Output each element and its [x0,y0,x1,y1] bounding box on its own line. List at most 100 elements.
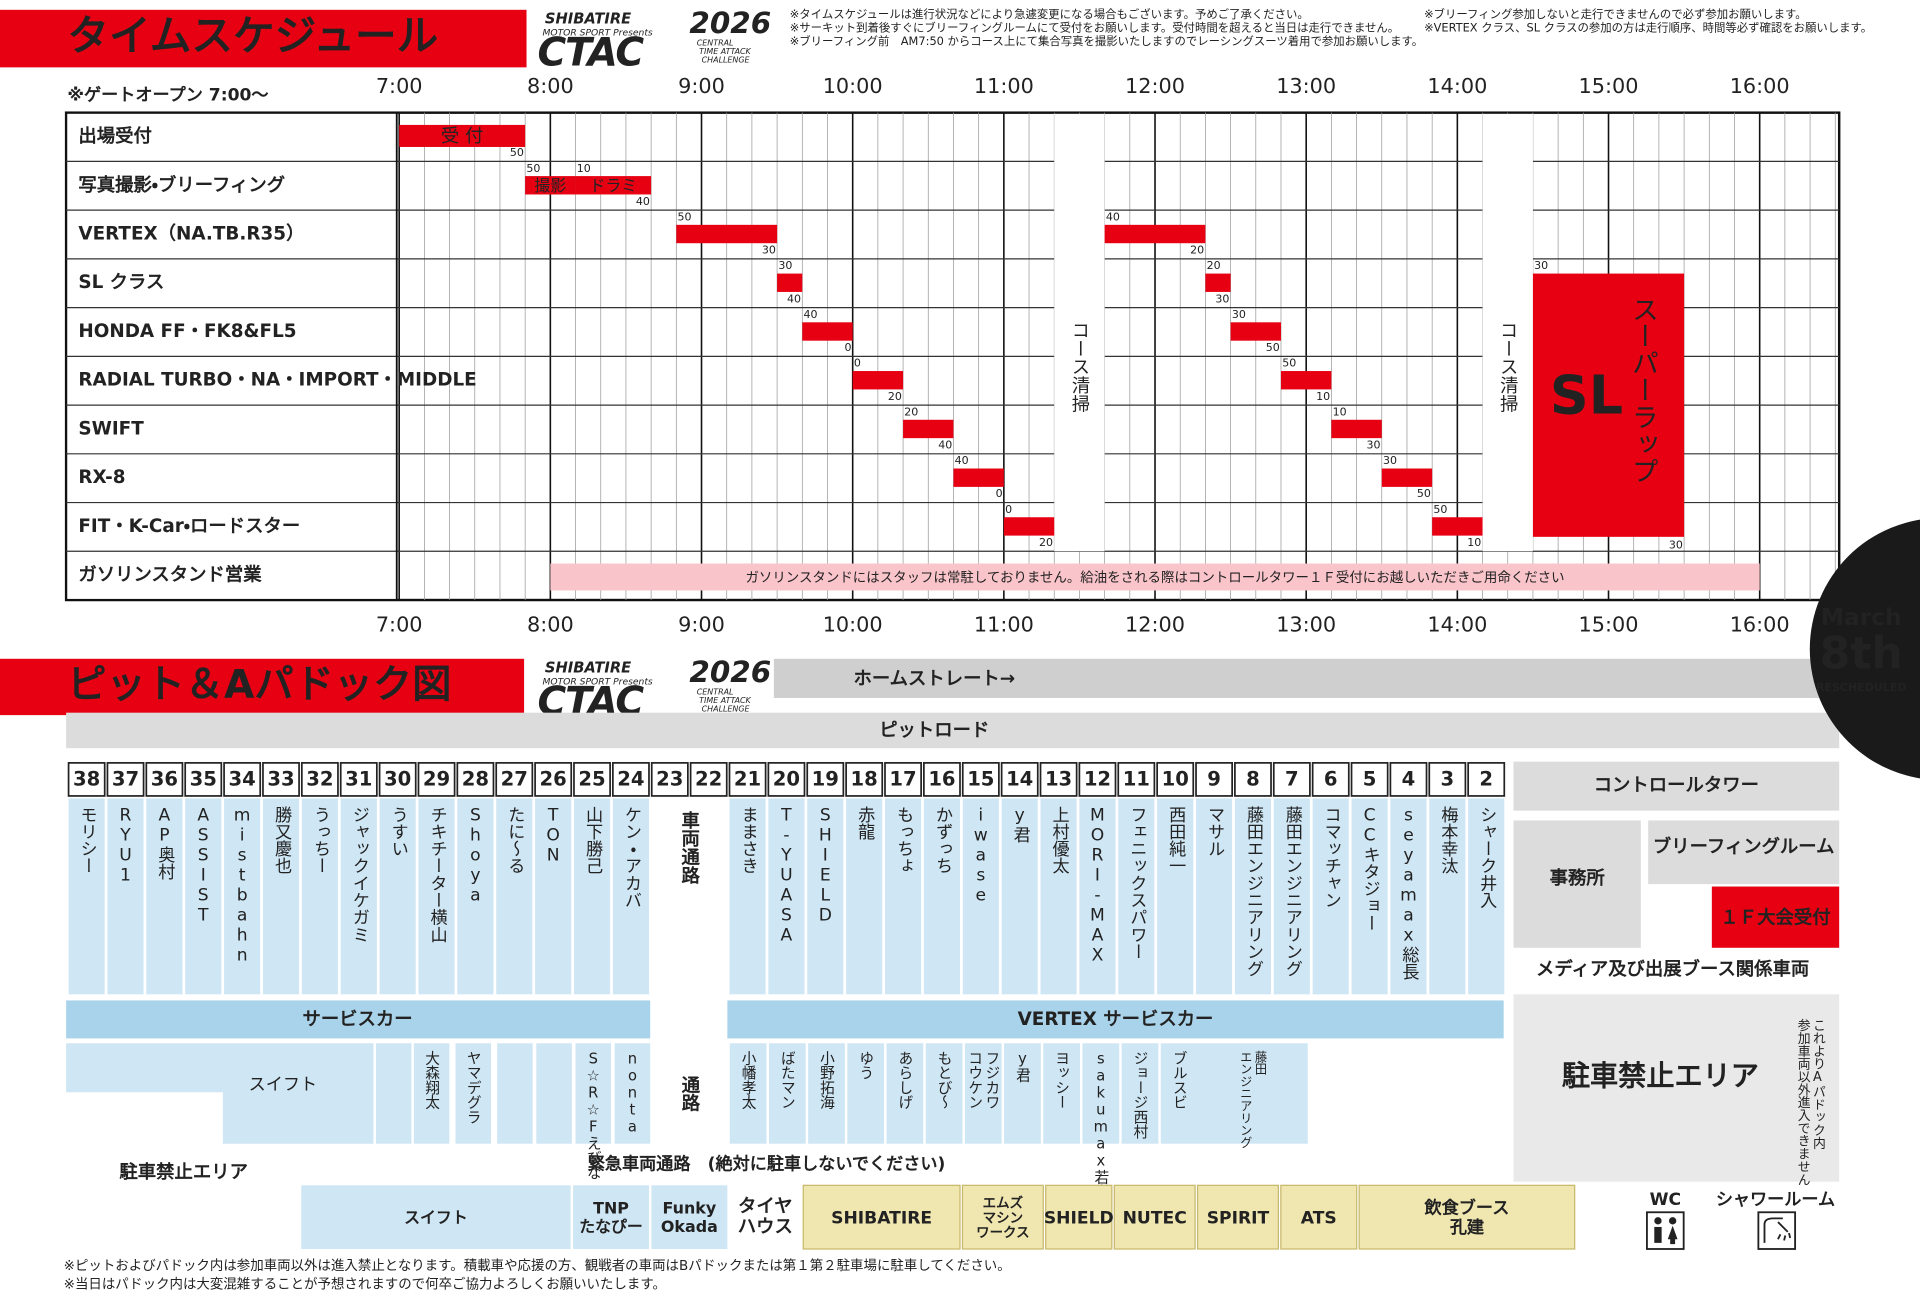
note: ※ブリーフィング前 AM7:50 からコース上にて集合写真を撮影いたしますのでレ… [790,34,1423,48]
shower-icon-figure [1763,1217,1792,1243]
minute-label: 0 [996,487,1003,500]
service-car: ヤマデグラ [465,1051,482,1125]
pit-number-box [1311,762,1350,797]
pit-number-box [1195,762,1233,797]
service-cell [964,1043,1002,1144]
minute-label: 30 [1669,538,1683,551]
row-label: ガソリンスタンド営業 [78,564,262,586]
logo-year: 2026 [689,6,771,40]
bar-text: ガソリンスタンドにはスタッフは常駐しておりません。給油をされる際はコントロールタ… [745,570,1564,586]
title-bar [0,9,527,68]
pit-cell [846,798,883,995]
footnote: ※当日はパドック内は大変混雑することが予想されますので何卒ご協力よろしくお願いい… [64,1277,666,1293]
pit-road-bar [66,712,1840,749]
vendor-label: 孔建 [1450,1218,1485,1238]
pit-number: 38 [73,768,100,791]
vendor-label: マシン [983,1211,1023,1226]
no-parking-right [1513,994,1840,1182]
logo-tagline: CENTRAL [697,38,734,47]
service-car: ヨッシー [1053,1051,1070,1110]
time-tick-label: 13:00 [1276,613,1336,637]
pit-name: SHIELD [815,806,835,926]
pit-name: MORI-MAX [1087,806,1107,966]
schedule-bar [1432,517,1483,536]
pit-name: 勝又慶也 [271,806,292,875]
pit-cell [457,798,494,995]
booth-label: TNP [593,1199,629,1218]
office [1513,820,1641,948]
service-cell [375,1043,412,1144]
logo-brand: SHIBATIRE [545,660,631,677]
logo-presents: MOTOR SPORT Presents [542,28,652,39]
time-tick-label: 12:00 [1125,74,1185,98]
logo-tagline: CHALLENGE [702,56,750,65]
pit-number: 20 [773,768,800,791]
schedule-bar [399,124,526,147]
vendor-booth [1280,1184,1358,1250]
pit-number: 12 [1084,768,1111,791]
pit-number: 25 [578,768,605,791]
time-tick-label: 13:00 [1276,74,1336,98]
vendor-label: SHIBATIRE [831,1208,932,1228]
pit-cell [1157,798,1194,995]
booth [651,1185,728,1249]
vendor-label: SPIRIT [1207,1208,1270,1228]
pit-number-box [612,762,650,797]
pit-number-box [1467,762,1506,797]
vendor-label: NUTEC [1123,1208,1187,1228]
minute-label: 10 [1316,390,1330,403]
pit-name: うすい [388,806,408,857]
entry-note: 参加車両以外進入できません [1795,1019,1810,1187]
pit-name: ままさき [738,806,758,875]
service-cell [536,1043,572,1144]
pit-cell [340,798,377,995]
pit-road: ピットロード [879,720,989,741]
time-tick-label: 15:00 [1579,74,1639,98]
service-cell [1004,1043,1041,1144]
service-car: あらしげ [896,1051,913,1110]
control-tower [1513,761,1840,811]
pit-cell [185,798,222,995]
minute-label: 40 [636,195,650,208]
pit-number: 4 [1402,768,1416,791]
time-tick-label: 11:00 [974,74,1034,98]
pit-name: iwase [971,806,991,906]
pit-cell [379,798,416,995]
service-car: S☆R☆Fえびな [585,1051,602,1180]
service-cell [847,1043,885,1144]
minute-label: 10 [1333,405,1347,418]
service-car: 藤田 [1253,1050,1267,1075]
row-label: SWIFT [78,418,144,439]
booth-label: Funky [663,1199,717,1218]
pit-name: モリシー [77,806,97,875]
time-tick-label: 16:00 [1730,613,1790,637]
service-car: ばたマン [779,1051,796,1110]
time-tick-label: 9:00 [678,613,725,637]
minute-label: 40 [804,308,818,321]
minute-label: 50 [678,210,692,223]
note: ※ブリーフィング参加しないと走行できませんので必ず参加お願いします。 [1424,7,1807,21]
badge-status: RESCHEDULED [1816,681,1907,694]
time-tick-label: 9:00 [678,74,725,98]
service-cell [614,1043,651,1144]
pit-number: 35 [190,768,217,791]
cleaning-band [1482,113,1533,552]
minute-label: 30 [1215,292,1229,305]
pit-number: 3 [1441,768,1455,791]
pit-name: たに～る [504,806,524,875]
pit-number: 8 [1246,768,1260,791]
service-cell [1160,1043,1198,1144]
pit-number-box [223,762,262,797]
pit-number: 19 [812,768,839,791]
pit-number-box [845,762,884,797]
service-car: ゆう [857,1051,874,1081]
schedule-bar [525,176,576,195]
pit-number-box [1350,762,1389,797]
service-car: スイフト [249,1075,318,1095]
pit-number-box [339,762,378,797]
pit-cell [418,798,455,995]
pit-cell [923,798,960,995]
row-label: 出場受付 [78,125,151,147]
super-lap-label: スーパーラップ [1627,296,1658,485]
minute-label: 30 [778,259,792,272]
